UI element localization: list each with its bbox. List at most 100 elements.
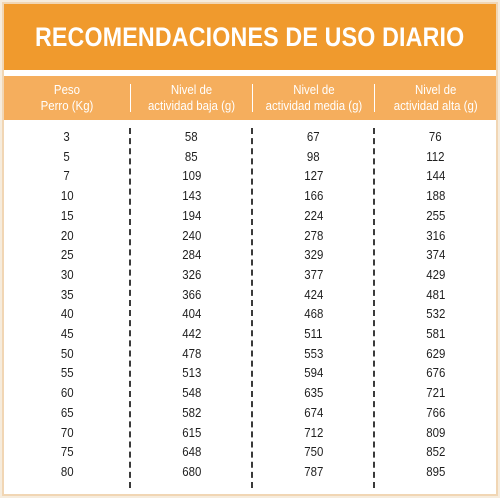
column-divider	[129, 128, 131, 488]
low-activity-cell-value: 548	[181, 385, 202, 401]
weight-cell: 40	[4, 305, 130, 324]
weight-cell-value: 20	[60, 227, 74, 243]
medium-activity-cell: 468	[253, 305, 374, 324]
header-divider	[252, 84, 253, 112]
medium-activity-cell: 635	[253, 384, 374, 403]
medium-activity-cell-value: 329	[303, 247, 324, 263]
low-activity-cell: 680	[131, 463, 252, 482]
high-activity-cell: 481	[375, 286, 496, 305]
high-activity-cell: 852	[375, 443, 496, 462]
high-activity-cell-value: 144	[425, 168, 446, 184]
low-activity-cell-value: 143	[181, 188, 202, 204]
low-activity-cell-value: 366	[181, 286, 202, 302]
weight-cell: 10	[4, 187, 130, 206]
weight-cell-value: 80	[60, 463, 74, 479]
weight-cell: 65	[4, 404, 130, 423]
medium-activity-cell-value: 424	[303, 286, 324, 302]
weight-cell-value: 5	[63, 148, 71, 164]
weight-cell: 30	[4, 266, 130, 285]
weight-cell-value: 10	[60, 188, 74, 204]
weight-cell-value: 40	[60, 306, 74, 322]
high-activity-cell-value: 532	[425, 306, 446, 322]
high-activity-cell: 144	[375, 167, 496, 186]
high-activity-cell-value: 676	[425, 365, 446, 381]
weight-cell: 7	[4, 167, 130, 186]
weight-cell-value: 35	[60, 286, 74, 302]
low-activity-cell: 194	[131, 207, 252, 226]
table-row: 35 366 424 481	[4, 286, 496, 305]
medium-activity-cell-value: 594	[303, 365, 324, 381]
low-activity-cell-value: 109	[181, 168, 202, 184]
medium-activity-cell-value: 224	[303, 207, 324, 223]
column-header-medium-activity: Nivel de actividad media (g)	[253, 76, 374, 120]
low-activity-cell: 404	[131, 305, 252, 324]
column-header-low-activity-label: Nivel de actividad baja (g)	[147, 82, 236, 113]
medium-activity-cell: 224	[253, 207, 374, 226]
weight-cell: 45	[4, 325, 130, 344]
weight-cell: 75	[4, 443, 130, 462]
table-row: 75 648 750 852	[4, 443, 496, 462]
table-row: 50 478 553 629	[4, 345, 496, 364]
high-activity-cell: 255	[375, 207, 496, 226]
weight-cell-value: 25	[60, 247, 74, 263]
high-activity-cell: 429	[375, 266, 496, 285]
high-activity-cell-value: 374	[425, 247, 446, 263]
table-row: 25 284 329 374	[4, 246, 496, 265]
weight-cell-value: 55	[60, 365, 74, 381]
weight-cell-value: 45	[60, 326, 74, 341]
high-activity-cell-value: 76	[429, 129, 442, 144]
weight-cell-value: 70	[60, 424, 74, 440]
high-activity-cell: 581	[375, 325, 496, 344]
column-header-weight-label: Peso Perro (Kg)	[40, 82, 94, 113]
high-activity-cell-value: 852	[425, 444, 446, 460]
high-activity-cell: 809	[375, 424, 496, 443]
column-divider	[373, 128, 375, 488]
high-activity-cell-value: 766	[425, 404, 446, 420]
table-row: 80 680 787 895	[4, 463, 496, 482]
medium-activity-cell: 750	[253, 443, 374, 462]
table-row: 10 143 166 188	[4, 187, 496, 206]
medium-activity-cell: 98	[253, 148, 374, 167]
high-activity-cell-value: 809	[425, 424, 446, 440]
low-activity-cell: 284	[131, 246, 252, 265]
low-activity-cell: 582	[131, 404, 252, 423]
low-activity-cell-value: 582	[181, 404, 202, 420]
low-activity-cell: 513	[131, 364, 252, 383]
high-activity-cell-value: 581	[425, 326, 446, 341]
weight-cell-value: 7	[63, 168, 71, 184]
table-row: 45 442 511 581	[4, 325, 496, 344]
low-activity-cell-value: 648	[181, 444, 202, 460]
weight-cell-value: 75	[60, 444, 74, 460]
medium-activity-cell-value: 127	[303, 168, 324, 184]
table-row: 65 582 674 766	[4, 404, 496, 423]
medium-activity-cell-value: 712	[303, 424, 324, 440]
column-divider	[251, 128, 253, 488]
high-activity-cell: 895	[375, 463, 496, 482]
weight-cell: 60	[4, 384, 130, 403]
low-activity-cell-value: 442	[181, 326, 202, 341]
low-activity-cell: 143	[131, 187, 252, 206]
low-activity-cell-value: 478	[181, 345, 202, 361]
high-activity-cell: 316	[375, 227, 496, 246]
weight-cell-value: 30	[60, 266, 74, 282]
medium-activity-cell: 787	[253, 463, 374, 482]
medium-activity-cell-value: 468	[303, 306, 324, 322]
column-header-high-activity-label: Nivel de actividad alta (g)	[393, 82, 478, 113]
high-activity-cell: 676	[375, 364, 496, 383]
table-row: 70 615 712 809	[4, 424, 496, 443]
table-row: 55 513 594 676	[4, 364, 496, 383]
table-row: 15 194 224 255	[4, 207, 496, 226]
medium-activity-cell: 67	[253, 128, 374, 147]
high-activity-cell: 112	[375, 148, 496, 167]
medium-activity-cell-value: 166	[303, 188, 324, 204]
low-activity-cell: 85	[131, 148, 252, 167]
table-row: 40 404 468 532	[4, 305, 496, 324]
low-activity-cell: 109	[131, 167, 252, 186]
table-row: 20 240 278 316	[4, 227, 496, 246]
medium-activity-cell-value: 67	[307, 129, 320, 144]
high-activity-cell: 532	[375, 305, 496, 324]
page-title: RECOMENDACIONES DE USO DIARIO	[35, 21, 465, 52]
high-activity-cell: 76	[375, 128, 496, 147]
medium-activity-cell-value: 787	[303, 463, 324, 479]
